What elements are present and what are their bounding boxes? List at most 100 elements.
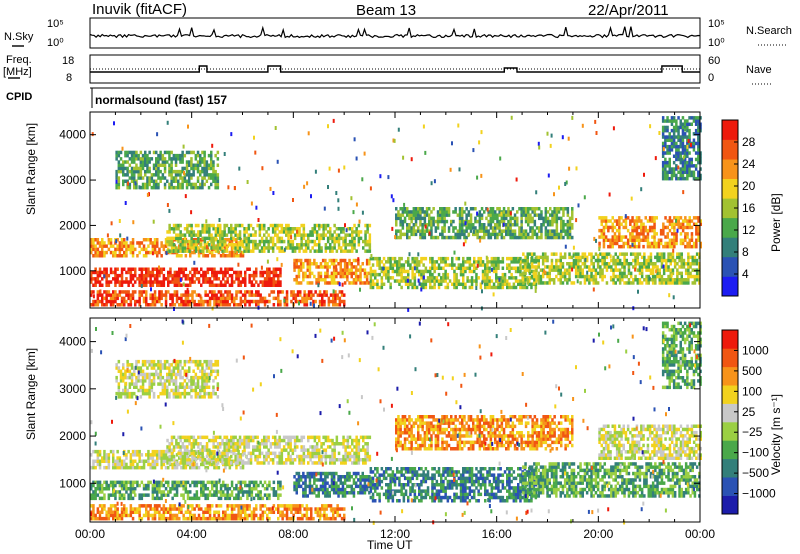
power-cell (260, 246, 264, 250)
power-cell (688, 241, 691, 246)
power-cell (208, 303, 212, 307)
power-cell (614, 281, 617, 285)
power-cell (186, 227, 189, 231)
power-cell (698, 121, 701, 126)
power-cell (348, 268, 351, 272)
velocity-cell (241, 493, 245, 497)
power-cell (315, 236, 319, 241)
power-cell (533, 210, 537, 214)
power-cell (221, 239, 224, 244)
power-cell (680, 252, 683, 256)
power-cell (505, 223, 508, 227)
power-cell (457, 279, 461, 283)
velocity-cell (211, 483, 214, 488)
velocity-cell (131, 483, 135, 488)
power-cell (295, 281, 298, 285)
power-cell (170, 227, 174, 231)
velocity-cell (107, 453, 111, 457)
power-cell (626, 228, 630, 233)
velocity-cell (103, 465, 106, 470)
power-cell (444, 269, 447, 274)
power-cell (196, 160, 200, 164)
power-cell (94, 244, 97, 248)
power-cell (618, 225, 621, 230)
power-cell (272, 277, 276, 281)
power-cell (596, 265, 600, 269)
power-cell (139, 169, 143, 174)
power-cell (323, 206, 326, 211)
power-cell (285, 233, 288, 237)
power-cell (226, 277, 229, 281)
nsearch-tick-bottom: 10⁰ (708, 37, 725, 49)
freq-label: Freq. (6, 54, 32, 66)
power-cell (445, 219, 449, 224)
power-cell (267, 239, 270, 244)
power-cell (474, 216, 477, 221)
power-cell (128, 157, 132, 161)
power-cell (180, 293, 183, 297)
power-cell (311, 233, 314, 237)
power-cell (524, 258, 527, 263)
power-cell (526, 258, 529, 263)
power-cell (206, 267, 210, 271)
power-cell (464, 285, 467, 290)
power-cell (519, 282, 522, 286)
power-cell (398, 260, 401, 264)
power-cell (633, 244, 636, 249)
power-cell (679, 241, 683, 246)
power-cell (395, 219, 398, 224)
power-cell (496, 232, 499, 237)
power-cell (581, 252, 584, 256)
power-cell (219, 233, 222, 237)
power-cell (618, 252, 622, 256)
power-cell (334, 299, 337, 304)
power-cell (688, 244, 691, 249)
power-cell (257, 293, 260, 297)
power-cell (626, 238, 630, 242)
power-cell (208, 243, 211, 247)
power-cell (399, 213, 402, 217)
velocity-cell (206, 496, 210, 501)
power-cell (346, 274, 349, 279)
power-cell (508, 256, 511, 261)
power-cell (139, 176, 143, 180)
power-cell (332, 258, 336, 263)
power-cell (501, 256, 505, 261)
power-cell (686, 219, 689, 223)
power-cell (301, 296, 304, 301)
power-cell (668, 148, 671, 152)
power-cell (520, 210, 523, 214)
power-cell (673, 216, 676, 220)
power-cell (397, 127, 400, 132)
velocity-cell (98, 453, 102, 457)
power-cell (196, 179, 200, 183)
power-cell (695, 225, 698, 230)
power-cell (343, 299, 346, 304)
power-cell (291, 249, 295, 253)
power-cell (446, 282, 450, 286)
power-cell (385, 272, 388, 277)
power-cell (572, 281, 576, 285)
power-cell (660, 265, 664, 269)
power-cell (285, 303, 289, 307)
power-cell (412, 232, 416, 237)
power-cell (543, 269, 546, 274)
velocity-cell (92, 493, 95, 497)
power-cell (500, 235, 504, 240)
power-cell (637, 244, 641, 249)
velocity-cell (94, 480, 97, 485)
power-cell (480, 226, 484, 230)
power-cell (96, 270, 100, 275)
power-cell (389, 282, 392, 286)
power-cell (424, 282, 428, 286)
power-cell (354, 265, 358, 269)
velocity-cell (255, 487, 258, 491)
power-cell (513, 235, 517, 240)
power-cell (665, 281, 668, 285)
velocity-cell (118, 456, 122, 460)
power-cell (695, 258, 699, 263)
power-cell (679, 225, 683, 230)
power-cell (672, 154, 676, 158)
power-cell (594, 119, 597, 124)
power-cell (651, 278, 655, 282)
